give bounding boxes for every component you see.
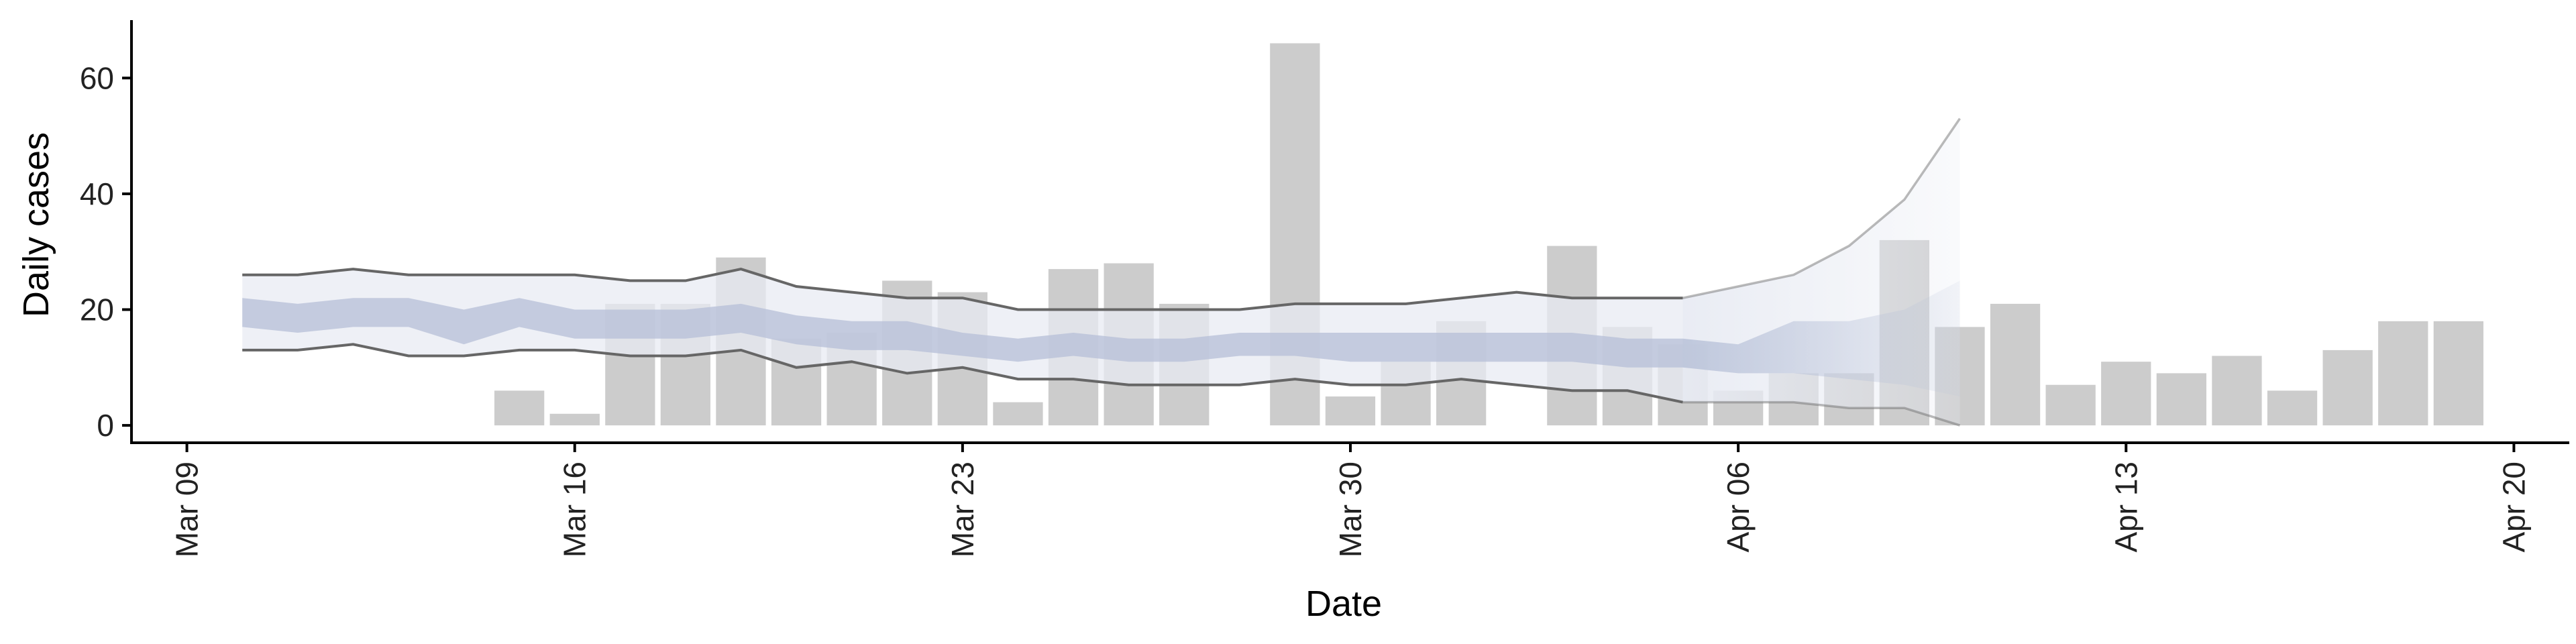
upper-bound-line: [242, 268, 1683, 311]
bar-2020-03-15: [494, 390, 545, 426]
bar-2020-04-14: [2156, 373, 2206, 426]
lower-bound-line: [242, 343, 1683, 404]
x-ticks: Mar 09 Mar 16 Mar 23 Mar 30 Apr 06 Apr 13 Apr …: [170, 443, 2531, 557]
x-tick-label-2020-03-23: Mar 23: [945, 462, 980, 557]
y-tick-label-20: 20: [80, 292, 114, 327]
y-tick-label-40: 40: [80, 176, 114, 211]
y-tick-label-0: 0: [97, 408, 114, 443]
x-tick-label-2020-04-06: Apr 06: [1721, 462, 1756, 553]
bar-2020-03-16: [549, 413, 600, 426]
x-tick-label-2020-04-20: Apr 20: [2496, 462, 2531, 553]
inner-credible-band-projection: [1682, 280, 1960, 396]
x-tick-label-2020-04-13: Apr 13: [2108, 462, 2143, 553]
inner-credible-band: [242, 298, 1683, 368]
x-tick-label-2020-03-30: Mar 30: [1333, 462, 1368, 557]
x-tick-label-2020-03-09: Mar 09: [170, 462, 205, 557]
y-ticks: 0 20 40 60: [80, 60, 131, 443]
lower-bound-line-projection: [1682, 400, 1961, 427]
bar-2020-04-13: [2101, 362, 2151, 426]
bar-2020-04-15: [2212, 356, 2262, 426]
x-tick-label-2020-03-16: Mar 16: [557, 462, 592, 557]
upper-bound-line-projection: [1682, 117, 1961, 299]
x-axis-title: Date: [1305, 584, 1382, 624]
bar-2020-04-12: [2045, 384, 2096, 426]
bar-2020-03-30: [1325, 396, 1376, 426]
estimate-band-layer: [242, 117, 1961, 427]
bar-2020-04-19: [2433, 321, 2483, 426]
y-axis-title: Daily cases: [16, 132, 56, 317]
y-tick-label-60: 60: [80, 60, 114, 95]
bar-2020-03-24: [993, 402, 1043, 426]
bar-2020-04-11: [1990, 303, 2041, 426]
bar-2020-04-17: [2322, 350, 2373, 426]
bar-2020-04-16: [2267, 390, 2318, 426]
bar-2020-04-18: [2378, 321, 2428, 426]
